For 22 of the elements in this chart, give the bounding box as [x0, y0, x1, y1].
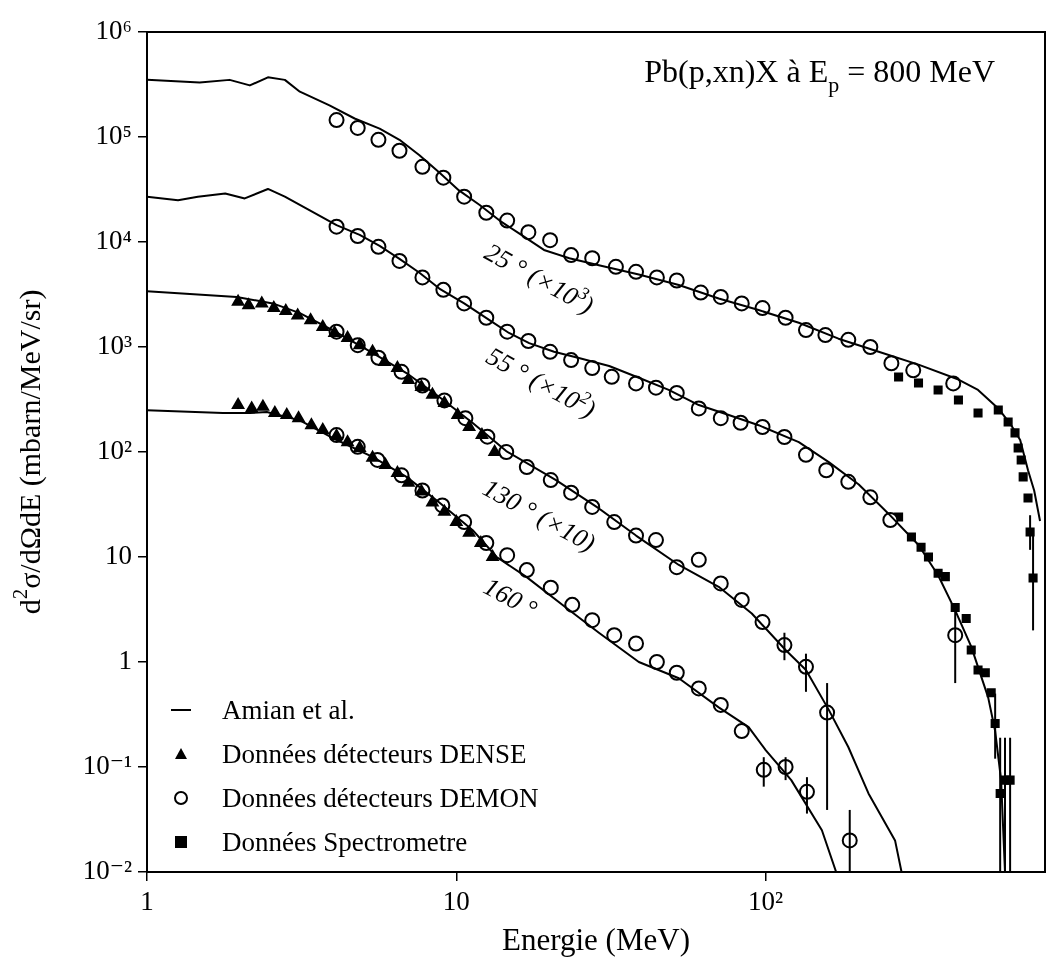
y-tick-label: 10⁵: [95, 120, 132, 151]
y-tick-label: 10⁻²: [82, 855, 132, 886]
legend-label: Amian et al.: [222, 695, 355, 725]
annotation: 25 ° (×103): [479, 237, 599, 320]
y-tick-label: 10³: [96, 330, 132, 361]
y-tick-label: 1: [118, 645, 132, 676]
x-tick-label: 10²: [748, 886, 784, 917]
legend-label: Données détecteurs DEMON: [222, 783, 539, 813]
y-tick-label: 10: [105, 540, 132, 571]
x-axis-title: Energie (MeV): [502, 922, 690, 957]
x-tick-label: 1: [140, 886, 154, 917]
y-tick-label: 10²: [96, 435, 132, 466]
legend-label: Données Spectrometre: [222, 827, 468, 857]
x-tick-label: 10: [442, 886, 470, 917]
y-tick-label: 10⁴: [95, 225, 132, 256]
annotation: 55 ° (×102): [481, 341, 601, 425]
annotation: 160 °: [478, 571, 542, 624]
y-axis-title: d2σ/dΩdE (mbarn/MeV/sr): [8, 289, 47, 615]
annotation: 130 ° (×10): [478, 473, 601, 558]
y-tick-label: 10⁻¹: [82, 750, 132, 781]
legend-label: Données détecteurs DENSE: [222, 739, 527, 769]
y-tick-label: 10⁶: [95, 15, 132, 46]
